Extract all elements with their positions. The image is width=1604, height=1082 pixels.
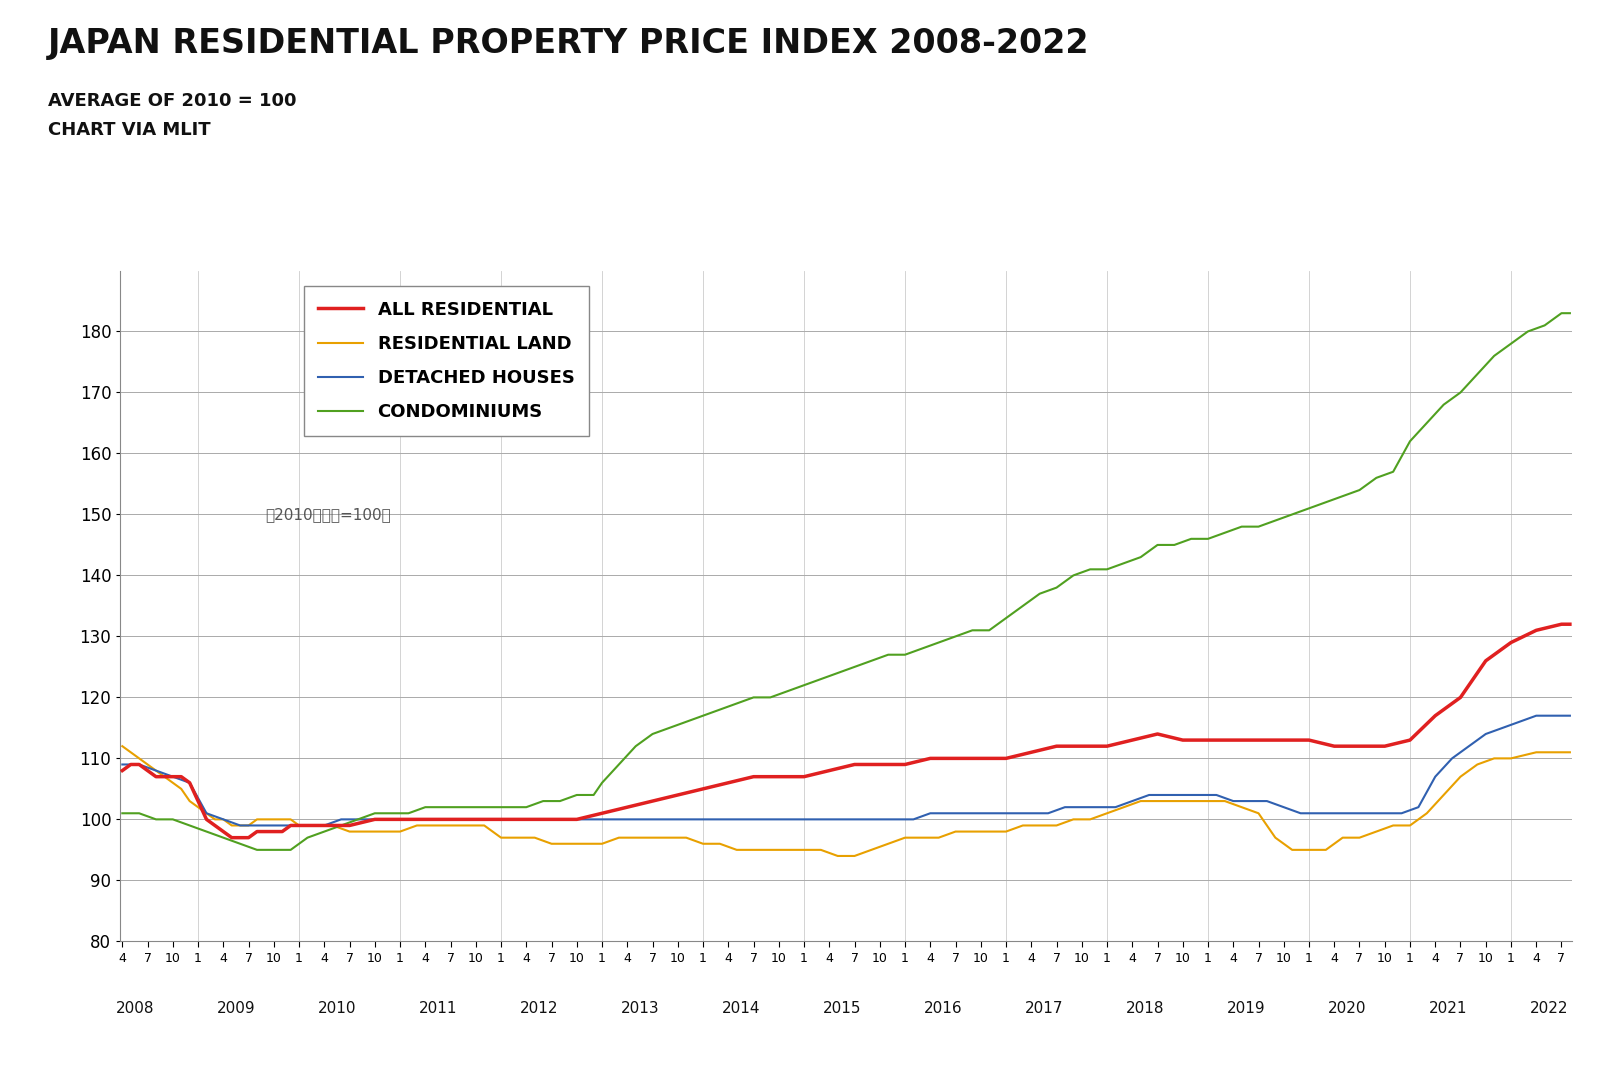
CONDOMINIUMS bbox=[1173, 536, 1192, 549]
DETACHED HOUSES bbox=[1561, 709, 1580, 722]
RESIDENTIAL LAND bbox=[643, 831, 662, 844]
RESIDENTIAL LAND bbox=[1173, 794, 1192, 807]
CONDOMINIUMS bbox=[651, 725, 670, 738]
CONDOMINIUMS bbox=[1224, 524, 1243, 537]
DETACHED HOUSES bbox=[1173, 789, 1192, 802]
Text: 2014: 2014 bbox=[722, 1001, 760, 1016]
Text: 2020: 2020 bbox=[1328, 1001, 1367, 1016]
RESIDENTIAL LAND bbox=[812, 843, 831, 856]
ALL RESIDENTIAL bbox=[112, 764, 132, 777]
ALL RESIDENTIAL bbox=[1408, 725, 1428, 738]
DETACHED HOUSES bbox=[651, 813, 670, 826]
Line: CONDOMINIUMS: CONDOMINIUMS bbox=[122, 313, 1570, 849]
ALL RESIDENTIAL bbox=[913, 754, 932, 767]
DETACHED HOUSES bbox=[1527, 709, 1546, 722]
RESIDENTIAL LAND bbox=[828, 849, 847, 862]
Text: 2011: 2011 bbox=[419, 1001, 457, 1016]
RESIDENTIAL LAND bbox=[112, 740, 132, 753]
ALL RESIDENTIAL bbox=[1551, 618, 1570, 631]
ALL RESIDENTIAL bbox=[1561, 618, 1580, 631]
Legend: ALL RESIDENTIAL, RESIDENTIAL LAND, DETACHED HOUSES, CONDOMINIUMS: ALL RESIDENTIAL, RESIDENTIAL LAND, DETAC… bbox=[303, 287, 589, 436]
DETACHED HOUSES bbox=[1224, 794, 1243, 807]
Line: ALL RESIDENTIAL: ALL RESIDENTIAL bbox=[122, 624, 1570, 837]
CONDOMINIUMS bbox=[1561, 306, 1580, 319]
Line: DETACHED HOUSES: DETACHED HOUSES bbox=[122, 715, 1570, 826]
CONDOMINIUMS bbox=[913, 642, 932, 655]
CONDOMINIUMS bbox=[820, 670, 839, 683]
ALL RESIDENTIAL bbox=[1173, 734, 1192, 747]
Text: 2022: 2022 bbox=[1530, 1001, 1569, 1016]
Text: 2018: 2018 bbox=[1126, 1001, 1165, 1016]
Text: 2013: 2013 bbox=[621, 1001, 659, 1016]
CONDOMINIUMS bbox=[247, 843, 266, 856]
Text: （2010年平均=100）: （2010年平均=100） bbox=[265, 507, 391, 522]
DETACHED HOUSES bbox=[231, 819, 250, 832]
DETACHED HOUSES bbox=[913, 809, 932, 822]
Text: AVERAGE OF 2010 = 100: AVERAGE OF 2010 = 100 bbox=[48, 92, 297, 110]
Text: 2021: 2021 bbox=[1429, 1001, 1468, 1016]
Text: CHART VIA MLIT: CHART VIA MLIT bbox=[48, 121, 210, 140]
RESIDENTIAL LAND bbox=[1408, 813, 1428, 826]
ALL RESIDENTIAL bbox=[820, 764, 839, 777]
DETACHED HOUSES bbox=[1408, 801, 1428, 814]
Text: 2012: 2012 bbox=[520, 1001, 558, 1016]
ALL RESIDENTIAL bbox=[1224, 734, 1243, 747]
RESIDENTIAL LAND bbox=[913, 831, 932, 844]
RESIDENTIAL LAND bbox=[1224, 797, 1243, 810]
ALL RESIDENTIAL bbox=[651, 792, 670, 805]
DETACHED HOUSES bbox=[112, 758, 132, 771]
Text: 2016: 2016 bbox=[924, 1001, 962, 1016]
Text: JAPAN RESIDENTIAL PROPERTY PRICE INDEX 2008-2022: JAPAN RESIDENTIAL PROPERTY PRICE INDEX 2… bbox=[48, 27, 1089, 60]
Text: 2009: 2009 bbox=[217, 1001, 255, 1016]
DETACHED HOUSES bbox=[820, 813, 839, 826]
Text: 2017: 2017 bbox=[1025, 1001, 1063, 1016]
CONDOMINIUMS bbox=[1551, 306, 1570, 319]
CONDOMINIUMS bbox=[112, 807, 132, 820]
Text: 2019: 2019 bbox=[1227, 1001, 1266, 1016]
RESIDENTIAL LAND bbox=[1561, 745, 1580, 758]
CONDOMINIUMS bbox=[1408, 425, 1428, 438]
ALL RESIDENTIAL bbox=[221, 831, 241, 844]
Line: RESIDENTIAL LAND: RESIDENTIAL LAND bbox=[122, 747, 1570, 856]
Text: 2010: 2010 bbox=[318, 1001, 356, 1016]
Text: 2015: 2015 bbox=[823, 1001, 861, 1016]
Text: 2008: 2008 bbox=[115, 1001, 154, 1016]
